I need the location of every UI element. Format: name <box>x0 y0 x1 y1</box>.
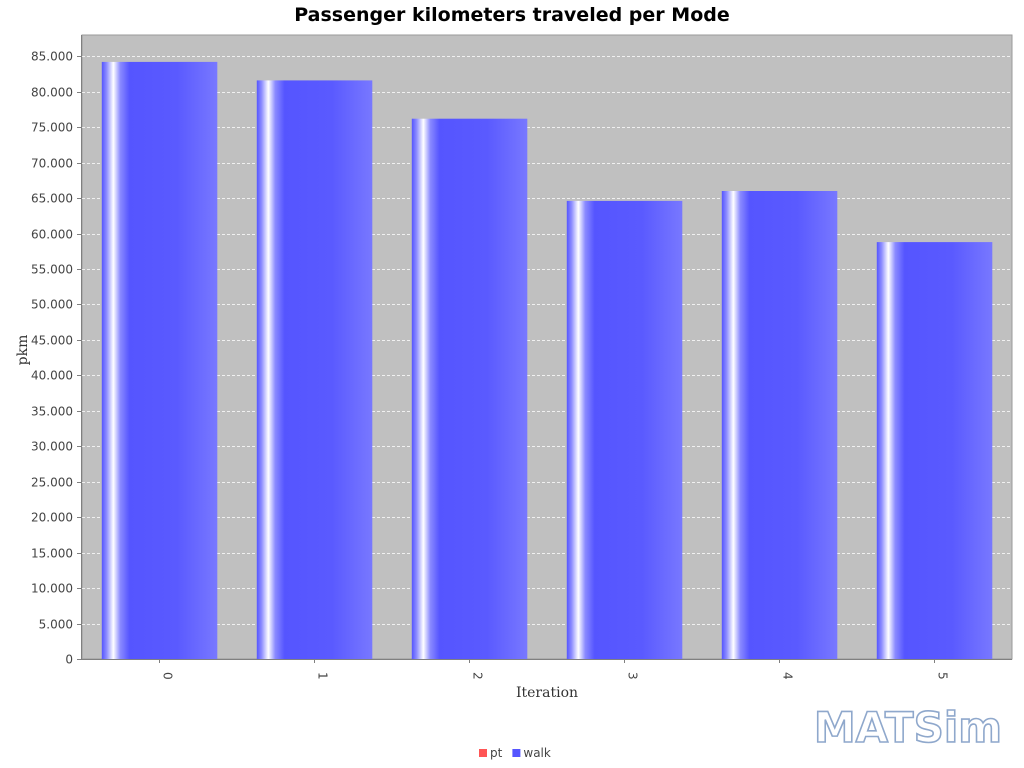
y-tick-label: 70.000 <box>31 157 73 171</box>
y-tick-label: 75.000 <box>31 121 73 135</box>
legend-swatch-pt <box>479 749 487 757</box>
y-tick-label: 30.000 <box>31 440 73 454</box>
legend-swatch-walk <box>512 749 521 757</box>
y-tick-label: 35.000 <box>31 405 73 419</box>
bar-walk-iteration-3 <box>566 200 683 659</box>
bar-walk-iteration-5 <box>876 242 993 659</box>
legend: pt walk <box>479 746 551 760</box>
x-tick-label: 1 <box>316 672 330 680</box>
x-tick-label: 5 <box>936 672 950 680</box>
plot-area <box>81 34 1013 660</box>
bar-walk-iteration-2 <box>411 118 528 659</box>
y-tick-label: 25.000 <box>31 476 73 490</box>
x-tick-label: 0 <box>161 672 175 680</box>
bars <box>101 61 993 659</box>
chart-title: Passenger kilometers traveled per Mode <box>294 4 729 26</box>
y-tick-label: 50.000 <box>31 298 73 312</box>
y-tick-label: 15.000 <box>31 547 73 561</box>
y-tick-label: 45.000 <box>31 334 73 348</box>
axes: 0 5.000 10.000 15.000 20.000 25.000 30.000 35.0… <box>31 35 1012 680</box>
y-axis-title: pkm <box>15 335 31 366</box>
x-tick-label: 4 <box>781 672 795 680</box>
y-tick-label: 65.000 <box>31 192 73 206</box>
x-axis-title: Iteration <box>516 685 578 701</box>
legend-label-walk: walk <box>523 746 551 760</box>
gridlines <box>82 56 1012 625</box>
bar-walk-iteration-0 <box>101 61 218 659</box>
y-tick-label: 10.000 <box>31 582 73 596</box>
x-tick-label: 3 <box>626 672 640 680</box>
y-tick-label: 0 <box>65 653 73 667</box>
bar-walk-iteration-1 <box>256 80 373 659</box>
y-tick-label: 60.000 <box>31 228 73 242</box>
y-tick-label: 55.000 <box>31 263 73 277</box>
y-tick-label: 40.000 <box>31 369 73 383</box>
plot-background <box>81 34 1013 660</box>
x-tick-label: 2 <box>471 672 485 680</box>
matsim-logo: MATSim <box>814 703 1002 752</box>
y-tick-label: 80.000 <box>31 86 73 100</box>
legend-label-pt: pt <box>490 746 503 760</box>
y-tick-label: 85.000 <box>31 50 73 64</box>
y-tick-label: 20.000 <box>31 511 73 525</box>
bar-walk-iteration-4 <box>721 191 838 659</box>
y-tick-label: 5.000 <box>39 618 73 632</box>
